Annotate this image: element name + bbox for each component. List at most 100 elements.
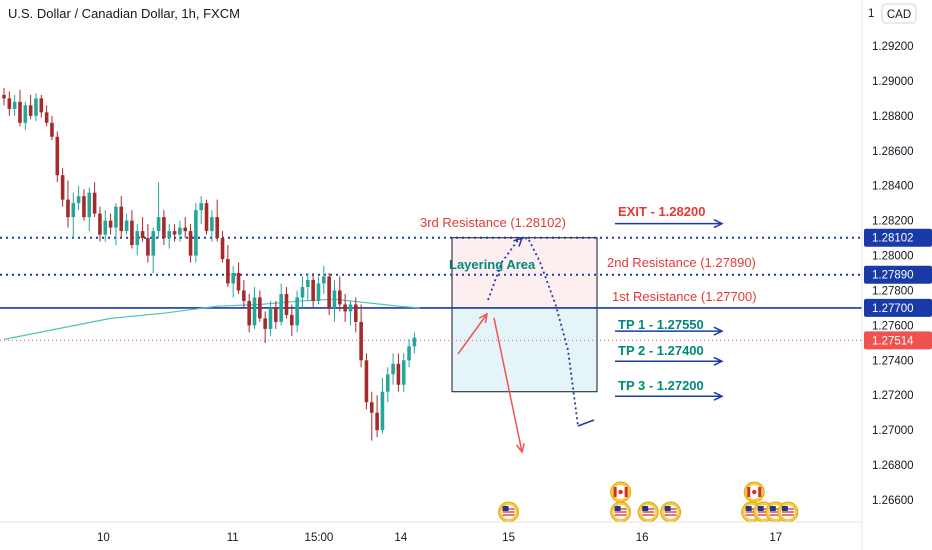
ca-event-flag-icon[interactable]: [610, 481, 632, 503]
candle-body: [204, 203, 209, 232]
candle-body: [220, 238, 225, 260]
ca-flag-leaf: [752, 489, 757, 495]
tp3-arrow-head: [713, 391, 724, 401]
candle-body: [178, 227, 182, 235]
candlestick-series: [2, 87, 417, 441]
candle-body: [396, 363, 401, 385]
ca-event-flag-icon[interactable]: [743, 481, 765, 503]
us-event-flag-icon[interactable]: [777, 501, 799, 523]
price-level-tag: [864, 298, 932, 317]
time-tick: 11: [227, 532, 239, 544]
candle-body: [34, 98, 38, 116]
us-flag-canton: [757, 506, 764, 511]
price-tick: 1.29000: [872, 76, 914, 88]
currency-button[interactable]: CAD: [881, 3, 917, 24]
layering-area-label: Layering Area: [449, 257, 536, 272]
us-event-flag-icon[interactable]: [637, 501, 659, 523]
price-tick: 1.28400: [872, 181, 914, 193]
annotation-drawings: EXIT - 1.28200 3rd Resistance (1.28102) 2n…: [420, 204, 757, 454]
candle-body: [194, 210, 198, 256]
projection-peak-head: [513, 236, 524, 247]
candle-body: [231, 273, 235, 284]
candle-body: [199, 203, 204, 211]
price-level-tag: [864, 265, 932, 284]
us-flag-canton: [642, 506, 649, 511]
candle-body: [369, 402, 374, 413]
candle-body: [140, 231, 145, 239]
projection-end-tail: [577, 419, 595, 427]
candle-body: [119, 206, 124, 232]
candle-body: [103, 220, 108, 235]
us-event-flag-icon[interactable]: [610, 501, 632, 523]
price-tick: 1.28000: [872, 251, 914, 263]
candle-body: [401, 360, 406, 385]
candle-body: [18, 101, 22, 123]
price-axis-tags: 1.28102 1.27890 1.27700 1.27514: [864, 228, 932, 350]
candle-body: [183, 227, 188, 232]
candle-body: [353, 304, 358, 322]
candle-body: [322, 276, 326, 284]
candle-body: [108, 220, 113, 228]
candle-body: [236, 273, 241, 291]
time-axis-ticks: 10 11 15:00 14 15 16 17: [97, 532, 782, 544]
candle-body: [279, 293, 283, 322]
time-tick: 15:00: [305, 532, 334, 544]
price-level-tag-label: 1.27514: [872, 335, 914, 347]
price-tick: 1.27200: [872, 390, 914, 402]
candle-body: [274, 307, 278, 322]
us-flag-canton: [614, 506, 621, 511]
price-tick: 1.29200: [872, 41, 914, 53]
zone-upper: [451, 237, 598, 309]
candle-body: [407, 346, 411, 361]
ca-flag-bar-left: [747, 487, 751, 497]
tp1-label: TP 1 - 1.27550: [618, 317, 704, 332]
us-event-flag-icon[interactable]: [660, 501, 682, 523]
candle-body: [364, 360, 369, 403]
time-tick: 16: [636, 532, 649, 544]
candle-body: [188, 231, 193, 256]
red-down-arrow-head: [515, 443, 525, 454]
candle-body: [87, 192, 92, 218]
price-tick: 1.27000: [872, 425, 914, 437]
us-event-flag-icon[interactable]: [498, 501, 520, 523]
exit-label: EXIT - 1.28200: [618, 204, 705, 219]
symbol-title: U.S. Dollar / Canadian Dollar, 1h, FXCM: [8, 6, 240, 21]
price-level-tag-label: 1.28102: [872, 233, 914, 245]
candle-body: [12, 101, 17, 109]
candle-body: [247, 300, 251, 326]
candle-body: [82, 196, 86, 218]
candle-body: [258, 297, 262, 319]
candle-body: [146, 238, 150, 256]
candle-body: [290, 314, 294, 326]
second-resistance-label: 2nd Resistance (1.27890): [607, 255, 756, 270]
price-level-tag: [864, 331, 932, 350]
candle-body: [114, 206, 118, 228]
projection-path: [487, 236, 579, 427]
candle-body: [167, 231, 172, 239]
currency-label: CAD: [887, 9, 911, 21]
candle-body: [385, 374, 390, 392]
candle-body: [412, 337, 417, 347]
candle-body: [284, 293, 289, 315]
first-resistance-label: 1st Resistance (1.27700): [612, 289, 757, 304]
price-level-tag-label: 1.27700: [872, 303, 914, 315]
us-flag-canton: [769, 506, 776, 511]
candle-body: [7, 98, 12, 109]
price-tick: 1.28600: [872, 146, 914, 158]
candle-body: [311, 279, 315, 301]
candle-body: [375, 412, 379, 431]
candle-body: [162, 217, 166, 239]
candle-body: [215, 217, 219, 239]
candle-body: [60, 175, 65, 200]
candle-body: [348, 304, 353, 312]
tp2-arrow-head: [713, 356, 724, 366]
time-tick: 15: [502, 532, 515, 544]
candle-body: [98, 213, 102, 235]
candle-body: [28, 105, 33, 116]
candle-body: [268, 307, 273, 329]
candle-body: [210, 217, 214, 232]
price-level-tag: [864, 228, 932, 247]
candle-body: [55, 136, 60, 176]
candle-body: [343, 304, 347, 312]
